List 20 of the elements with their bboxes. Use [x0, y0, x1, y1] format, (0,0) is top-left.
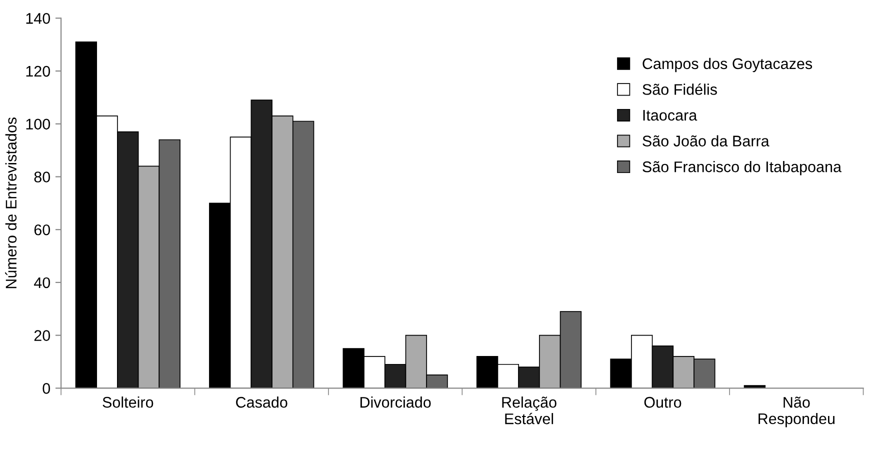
x-tick-label: Solteiro: [102, 396, 154, 408]
y-tick-label: 140: [26, 13, 50, 24]
y-tick-label: 0: [42, 383, 50, 394]
legend-label: São Fidélis: [642, 83, 717, 95]
x-tick-label: Relação Estável: [502, 396, 556, 424]
y-tick-label: 100: [26, 118, 50, 130]
x-tick-label: Outro: [644, 396, 682, 408]
x-tick-label: Casado: [236, 396, 288, 408]
legend-label: São João da Barra: [642, 135, 770, 146]
y-axis-title: Número de Entrevistados: [5, 118, 17, 288]
legend-label: Itaocara: [643, 110, 698, 121]
y-tick-label: 40: [34, 277, 50, 288]
y-tick-label: 60: [34, 224, 50, 236]
y-tick-label: 20: [34, 330, 50, 341]
x-tick-label: Não Respondeu: [758, 396, 834, 428]
legend-label: Campos dos Goytacazes: [642, 58, 812, 72]
y-tick-label: 120: [26, 66, 50, 77]
x-tick-label: Divorciado: [360, 396, 431, 408]
legend-label: São Francisco do Itabapoana: [642, 161, 842, 176]
y-tick-label: 80: [34, 172, 50, 182]
